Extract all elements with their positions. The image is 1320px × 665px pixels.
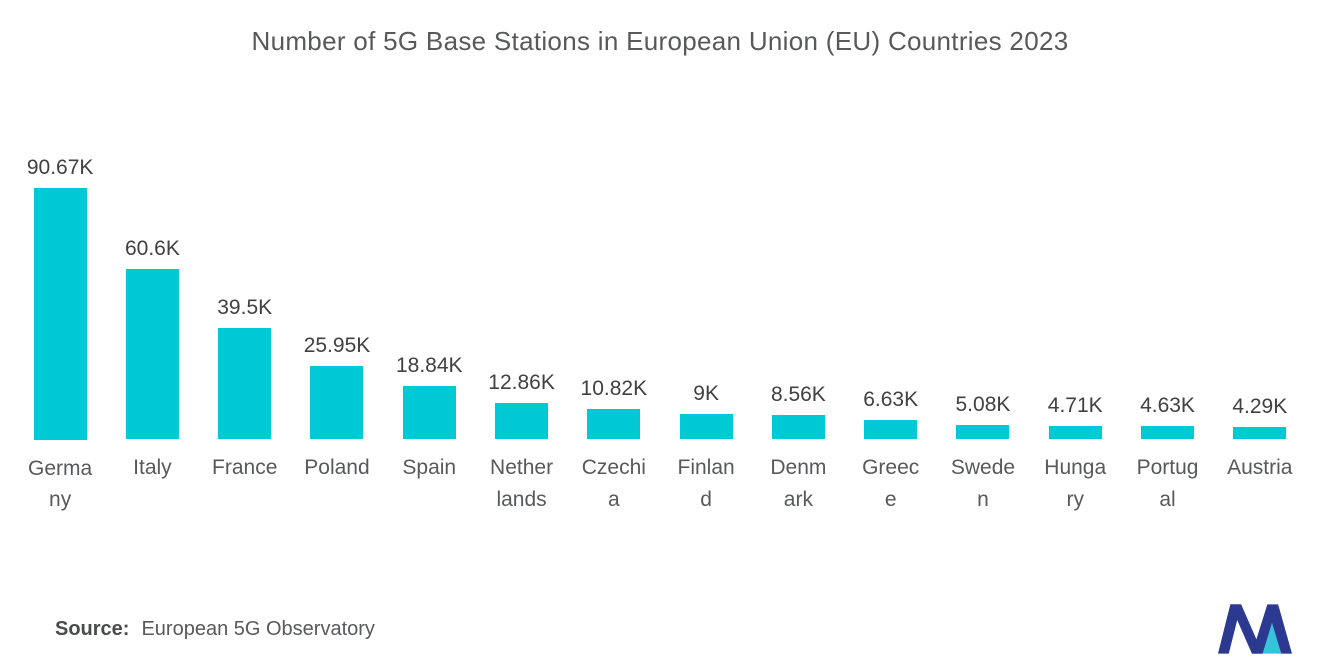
logo-accent-triangle xyxy=(1262,622,1282,654)
bar xyxy=(218,328,272,439)
bar-category-label: Greec e xyxy=(862,456,920,511)
bar-value-label: 10.82K xyxy=(580,376,648,400)
bar-value-label: 6.63K xyxy=(863,388,919,412)
bar-column: 4.63K Portug al xyxy=(1121,156,1213,534)
bar-column: 4.29K Austria xyxy=(1214,156,1306,534)
bar-value-label: 5.08K xyxy=(955,392,1011,416)
bar xyxy=(495,403,549,439)
bar-category-label: Poland xyxy=(304,456,370,479)
logo-middle-stroke xyxy=(1230,604,1263,654)
logo-left-stroke xyxy=(1218,604,1242,654)
bar-column: 6.63K Greec e xyxy=(845,156,937,534)
bar-value-label: 8.56K xyxy=(770,383,826,406)
bar-category-label: Czechi a xyxy=(581,456,646,511)
bar-category-label: Spain xyxy=(402,456,457,479)
bar-value-label: 9K xyxy=(693,381,719,405)
bar-value-label: 60.6K xyxy=(124,237,180,261)
bar-category-label: Austria xyxy=(1227,456,1293,479)
bar-category-label: Portug al xyxy=(1136,456,1199,511)
mordor-intelligence-logo xyxy=(1218,604,1292,654)
bar-category-label: Italy xyxy=(133,456,172,479)
bar-category-label: Denm ark xyxy=(770,456,827,511)
bar-column: 39.5K France xyxy=(199,156,291,534)
chart-title: Number of 5G Base Stations in European U… xyxy=(251,26,1069,56)
bar xyxy=(1233,427,1287,439)
bar-category-label: Swede n xyxy=(950,456,1016,511)
bar-column: 18.84K Spain xyxy=(383,156,475,534)
bar-category-label: Finlan d xyxy=(677,456,735,511)
bar-category-label: Hunga ry xyxy=(1044,456,1107,511)
bar-category-label: Nether lands xyxy=(490,456,554,511)
bar-column: 25.95K Poland xyxy=(291,156,383,534)
bar xyxy=(587,408,641,439)
bar-value-label: 39.5K xyxy=(217,296,273,320)
bar-column: 8.56K Denm ark xyxy=(752,156,844,534)
bar xyxy=(771,415,825,439)
bar-column: 12.86K Nether lands xyxy=(475,156,567,534)
bar xyxy=(1141,426,1195,439)
source-line: Source: European 5G Observatory xyxy=(55,618,375,641)
bar-value-label: 25.95K xyxy=(303,334,371,358)
bar-value-label: 18.84K xyxy=(395,354,463,378)
bar xyxy=(310,366,364,439)
bar-column: 5.08K Swede n xyxy=(937,156,1029,534)
bar-value-label: 4.29K xyxy=(1232,395,1288,418)
bar xyxy=(1048,425,1102,439)
bar xyxy=(125,269,179,439)
chart-footer: Source: European 5G Observatory xyxy=(0,603,1320,655)
bar-column: 10.82K Czechi a xyxy=(568,156,660,534)
bar xyxy=(956,424,1010,439)
logo-right-stroke xyxy=(1251,604,1279,654)
bar xyxy=(679,413,733,439)
bar-column: 4.71K Hunga ry xyxy=(1029,156,1121,534)
bar-value-label: 4.63K xyxy=(1140,394,1195,417)
bar xyxy=(33,188,87,440)
bar xyxy=(864,420,918,439)
bar-category-label: France xyxy=(212,456,278,479)
logo-right-edge xyxy=(1271,604,1292,654)
bar-category-label: Germa ny xyxy=(28,456,93,512)
bar-column: 90.67K Germa ny xyxy=(14,156,106,534)
source-label: Source: xyxy=(55,617,130,640)
bar-value-label: 4.71K xyxy=(1047,393,1103,417)
bar-value-label: 12.86K xyxy=(488,371,555,394)
bar xyxy=(402,386,456,439)
bar-column: 60.6K Italy xyxy=(106,156,198,534)
bar-value-label: 90.67K xyxy=(26,156,94,179)
bar-chart: 90.67K Germa ny 60.6K Italy 39.5K France 25.95… xyxy=(14,156,1306,534)
source-text: European 5G Observatory xyxy=(141,617,375,640)
bar-column: 9K Finlan d xyxy=(660,156,752,534)
